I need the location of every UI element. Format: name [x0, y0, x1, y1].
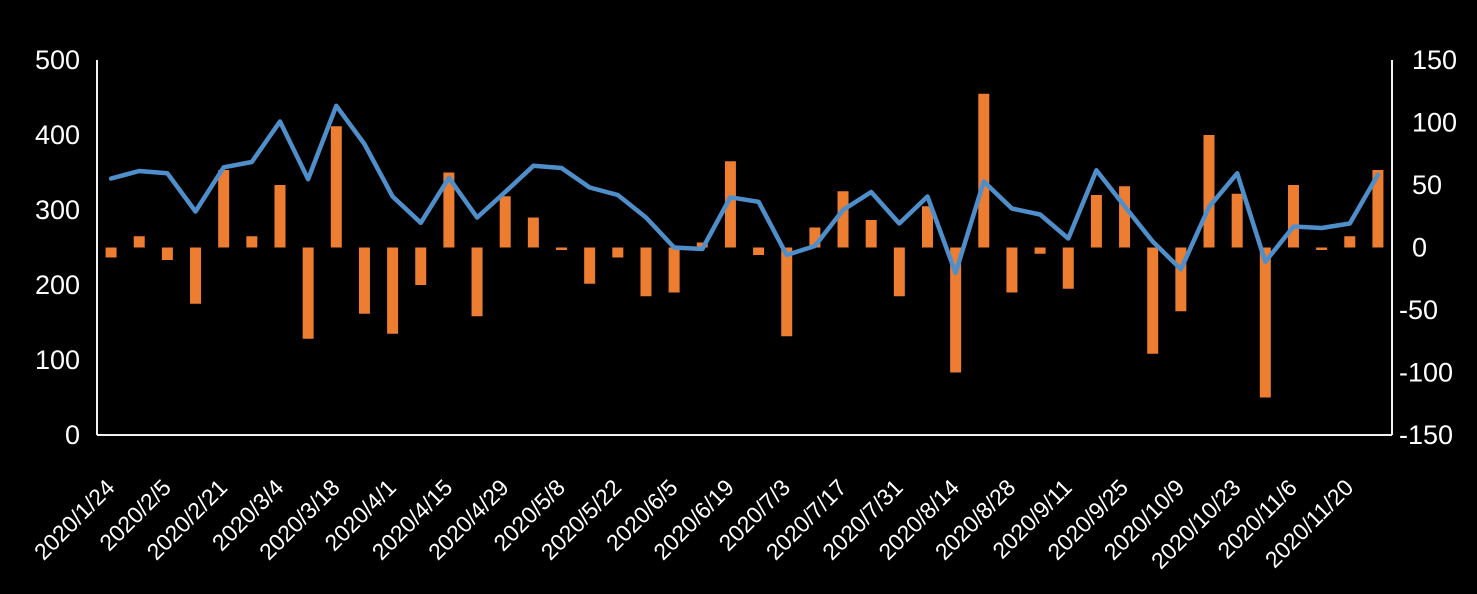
bar-week-25: [781, 247, 793, 337]
bar-week-19: [612, 247, 624, 258]
bar-week-10: [358, 247, 370, 314]
bar-week-32: [978, 93, 990, 248]
right-axis-tick-label: 0: [1412, 233, 1427, 263]
bar-week-3: [161, 247, 173, 260]
bar-week-18: [584, 247, 596, 284]
bar-week-28: [865, 220, 877, 248]
bar-week-21: [668, 247, 680, 293]
bar-week-26: [809, 227, 821, 248]
bar-week-39: [1175, 247, 1187, 312]
bar-week-24: [753, 247, 765, 255]
bar-week-34: [1034, 247, 1046, 254]
bar-week-2: [133, 236, 145, 248]
right-axis-tick-label: 150: [1412, 45, 1457, 75]
bar-week-1: [105, 247, 117, 258]
left-axis-tick-label: 200: [35, 270, 80, 300]
bar-week-15: [499, 196, 511, 248]
bar-week-31: [950, 247, 962, 373]
bar-week-41: [1231, 193, 1243, 248]
bar-week-33: [1006, 247, 1018, 293]
bar-week-7: [274, 185, 286, 248]
right-axis-tick-label: -150: [1399, 420, 1453, 450]
left-axis-tick-label: 100: [35, 345, 80, 375]
bar-week-29: [893, 247, 905, 297]
bar-week-38: [1147, 247, 1159, 354]
bar-week-35: [1062, 247, 1074, 289]
bar-week-5: [218, 170, 230, 248]
bar-week-9: [330, 126, 342, 248]
bar-week-11: [387, 247, 399, 334]
bar-week-14: [471, 247, 483, 317]
bar-week-4: [190, 247, 202, 304]
bar-week-30: [921, 206, 933, 248]
bar-week-40: [1203, 135, 1215, 248]
left-axis-tick-label: 500: [35, 45, 80, 75]
left-axis-tick-label: 0: [65, 420, 80, 450]
bar-week-27: [837, 191, 849, 248]
bar-week-43: [1287, 185, 1299, 248]
bar-week-20: [640, 247, 652, 297]
right-axis-tick-label: -50: [1399, 295, 1438, 325]
bar-week-16: [527, 217, 539, 248]
bar-week-46: [1372, 170, 1384, 248]
bar-week-45: [1344, 236, 1356, 248]
bar-week-6: [246, 236, 258, 248]
right-axis-tick-label: 100: [1412, 108, 1457, 138]
right-axis-tick-label: -100: [1399, 358, 1453, 388]
bar-week-17: [556, 247, 568, 250]
bar-week-23: [724, 161, 736, 248]
bar-week-37: [1119, 186, 1131, 248]
bar-week-12: [415, 247, 427, 285]
line-series-path: [108, 103, 1381, 276]
left-axis-tick-label: 300: [35, 195, 80, 225]
bar-week-8: [302, 247, 314, 339]
bar-week-42: [1259, 247, 1271, 398]
bar-week-36: [1090, 195, 1102, 248]
left-axis-tick-label: 400: [35, 120, 80, 150]
right-axis-tick-label: 50: [1412, 170, 1442, 200]
bar-week-13: [443, 172, 455, 248]
bar-week-44: [1316, 247, 1328, 250]
